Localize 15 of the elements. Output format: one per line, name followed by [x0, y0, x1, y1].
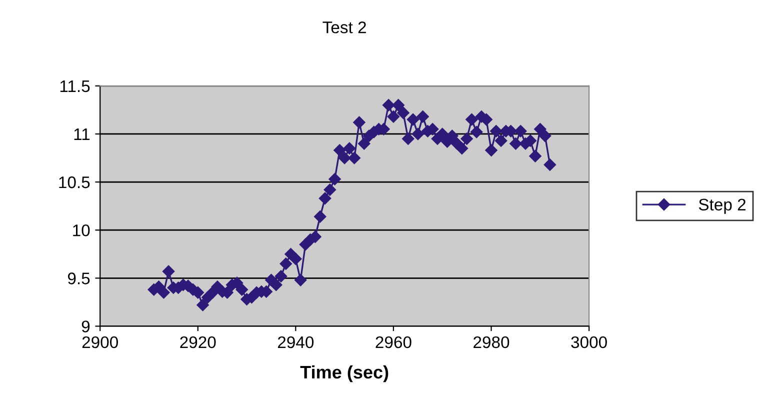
y-tick-label: 10.5	[59, 176, 90, 188]
y-tick-label: 9.5	[68, 272, 90, 284]
x-tick-label: 2940	[278, 336, 314, 348]
y-tick-label: 11	[74, 128, 90, 140]
x-tick-label: 2900	[82, 336, 118, 348]
x-tick-label: 2920	[180, 336, 216, 348]
x-tick-label: 2980	[474, 336, 510, 348]
y-tick-label: 11.5	[60, 80, 90, 92]
chart-title: Test 2	[322, 21, 366, 34]
y-tick-label: 9	[82, 320, 90, 332]
legend-label: Step 2	[698, 198, 746, 214]
x-tick-label: 2960	[376, 336, 412, 348]
y-tick-label: 10	[73, 224, 90, 236]
x-axis-title: Time (sec)	[300, 365, 388, 382]
x-tick-label: 3000	[571, 336, 607, 348]
